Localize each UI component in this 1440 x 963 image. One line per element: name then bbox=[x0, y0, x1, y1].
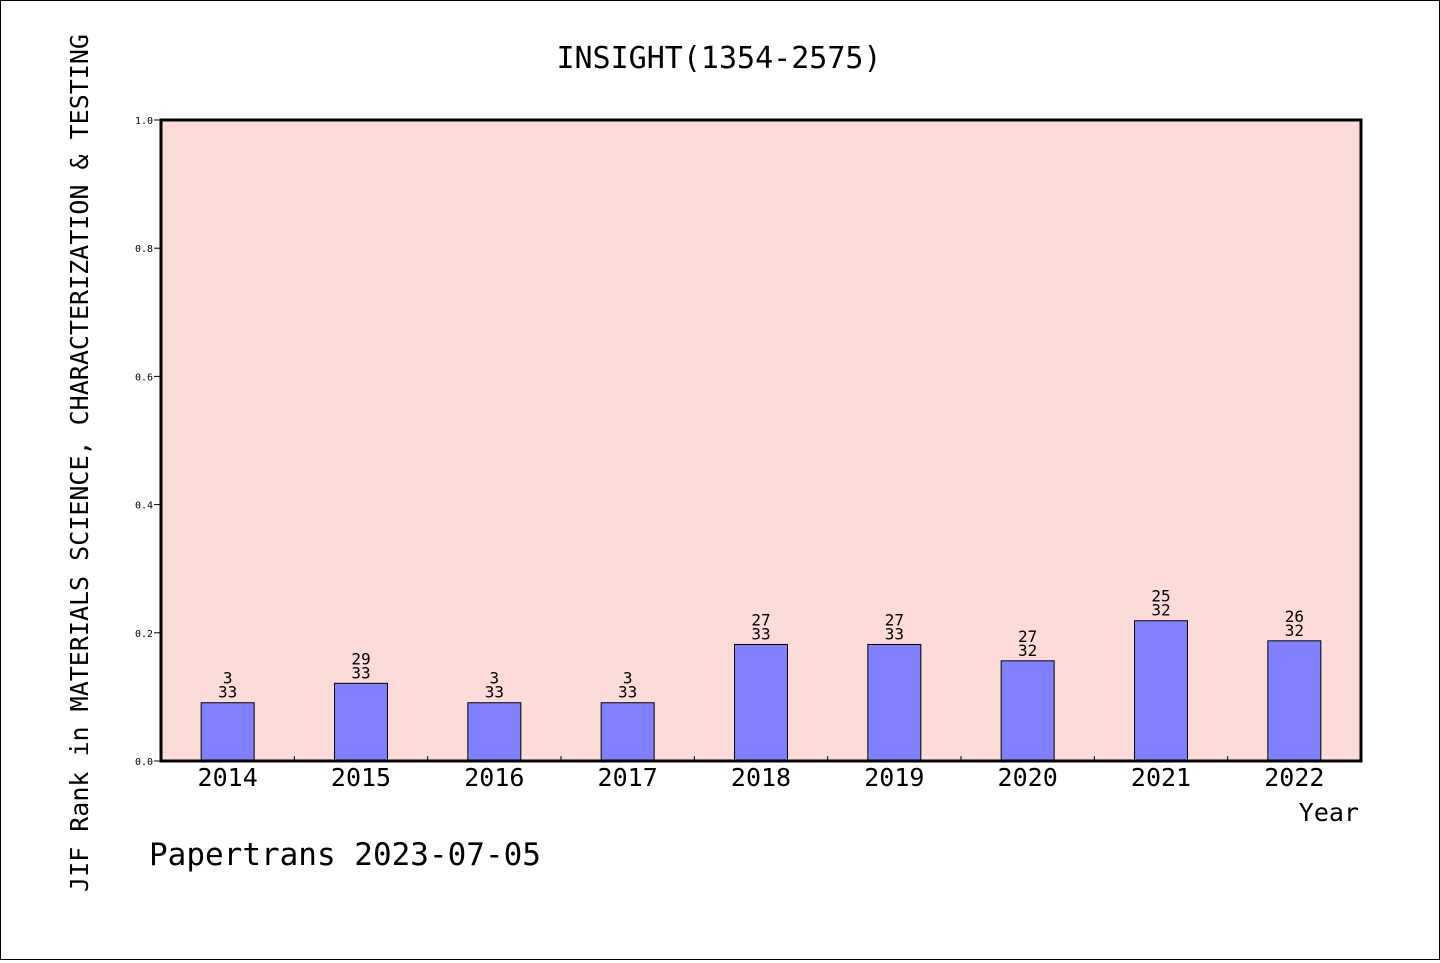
bar-total-label: 33 bbox=[218, 683, 237, 702]
x-tick-label-2014: 2014 bbox=[198, 763, 258, 792]
bar-rank-label: 25 bbox=[1151, 587, 1170, 606]
bar-total-label: 32 bbox=[1285, 621, 1304, 640]
bar-rank-label: 27 bbox=[1018, 627, 1037, 646]
watermark-text: Papertrans 2023-07-05 bbox=[149, 837, 541, 873]
bar-rank-label: 3 bbox=[490, 669, 500, 688]
x-tick-label-2019: 2019 bbox=[864, 763, 924, 792]
bar-total-label: 33 bbox=[751, 624, 770, 643]
bar-total-label: 33 bbox=[618, 683, 637, 702]
y-tick-label: 1.0 bbox=[135, 116, 153, 127]
bar-2015 bbox=[334, 682, 388, 762]
bars-group bbox=[200, 620, 1322, 762]
bar-total-label: 33 bbox=[885, 624, 904, 643]
bar-total-label: 32 bbox=[1018, 641, 1037, 660]
bar-2021 bbox=[1134, 620, 1188, 762]
y-tick-label: 0.0 bbox=[135, 757, 153, 768]
x-tick-label-2016: 2016 bbox=[464, 763, 524, 792]
x-ticks-group: 2014 2015 2016 2017 2018 2019 2020 2021 2022 bbox=[198, 756, 1324, 792]
y-axis-label: JIF Rank in MATERIALS SCIENCE, CHARACTER… bbox=[65, 34, 94, 892]
bar-rank-label: 26 bbox=[1285, 607, 1304, 626]
y-tick-label: 0.8 bbox=[135, 244, 153, 255]
chart-title: INSIGHT(1354-2575) bbox=[556, 41, 881, 76]
y-tick-label: 0.6 bbox=[135, 372, 153, 383]
plot-border bbox=[159, 118, 1363, 763]
y-ticks-group: 0.0 0.2 0.4 0.6 0.8 1.0 bbox=[135, 116, 161, 768]
bar-2022 bbox=[1267, 640, 1322, 762]
bar-2019 bbox=[867, 643, 922, 762]
x-tick-label-2020: 2020 bbox=[998, 763, 1058, 792]
bar-total-label: 33 bbox=[485, 683, 504, 702]
y-tick-label: 0.4 bbox=[135, 501, 153, 512]
bar-rank-label: 27 bbox=[885, 610, 904, 629]
x-tick-label-2017: 2017 bbox=[598, 763, 658, 792]
bar-2017 bbox=[600, 702, 655, 762]
bar-2016 bbox=[467, 702, 522, 762]
bar-2014 bbox=[200, 702, 255, 762]
bar-rank-label: 27 bbox=[751, 610, 770, 629]
bar-rank-label: 3 bbox=[623, 669, 633, 688]
x-tick-label-2022: 2022 bbox=[1264, 763, 1324, 792]
x-axis-label: Year bbox=[1299, 798, 1359, 827]
bar-total-label: 32 bbox=[1151, 601, 1170, 620]
bar-rank-label: 3 bbox=[223, 669, 233, 688]
x-tick-label-2018: 2018 bbox=[731, 763, 791, 792]
x-tick-label-2015: 2015 bbox=[331, 763, 391, 792]
bar-total-label: 33 bbox=[351, 663, 370, 682]
x-tick-label-2021: 2021 bbox=[1131, 763, 1191, 792]
bar-rank-label: 29 bbox=[351, 649, 370, 668]
bar-2020 bbox=[1000, 660, 1055, 762]
y-tick-label: 0.2 bbox=[135, 629, 153, 640]
bar-2018 bbox=[734, 643, 788, 762]
